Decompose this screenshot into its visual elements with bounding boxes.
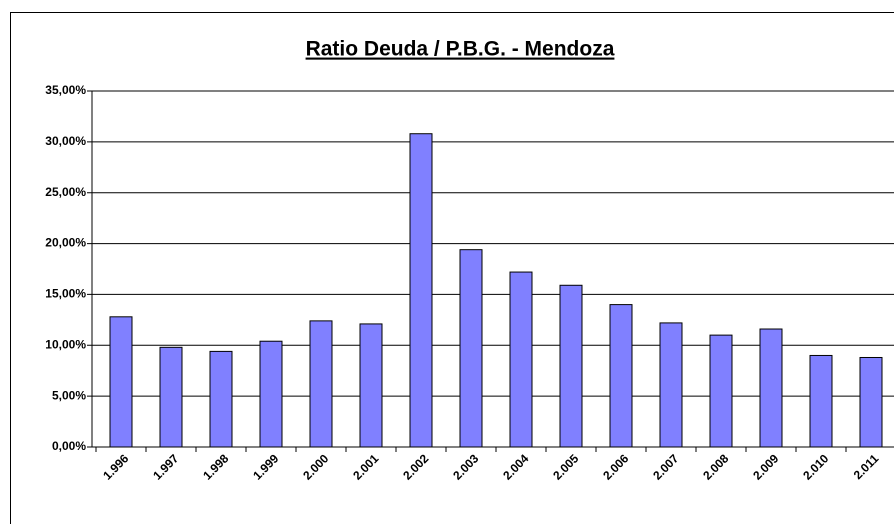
y-tick-label: 0,00% [52, 439, 86, 453]
bar [459, 249, 483, 448]
y-tick-label: 25,00% [45, 185, 86, 199]
y-tick-label: 30,00% [45, 134, 86, 148]
bar [509, 271, 533, 448]
bar [359, 323, 383, 448]
bar [109, 316, 133, 448]
bar [809, 354, 833, 448]
bar [709, 334, 733, 448]
chart-title: Ratio Deuda / P.B.G. - Mendoza [306, 38, 615, 61]
bar [159, 346, 183, 448]
bar [759, 328, 783, 448]
bar [559, 284, 583, 448]
y-tick-label: 35,00% [45, 83, 86, 97]
bar [409, 133, 433, 448]
y-tick-label: 15,00% [45, 287, 86, 301]
bar [659, 322, 683, 448]
y-tick-label: 10,00% [45, 337, 86, 351]
bar [609, 304, 633, 448]
bar [259, 340, 283, 448]
y-tick-label: 5,00% [52, 388, 86, 402]
bar [309, 320, 333, 448]
bar [209, 350, 233, 448]
bar [859, 356, 883, 448]
chart-frame [10, 12, 894, 524]
y-tick-label: 20,00% [45, 236, 86, 250]
